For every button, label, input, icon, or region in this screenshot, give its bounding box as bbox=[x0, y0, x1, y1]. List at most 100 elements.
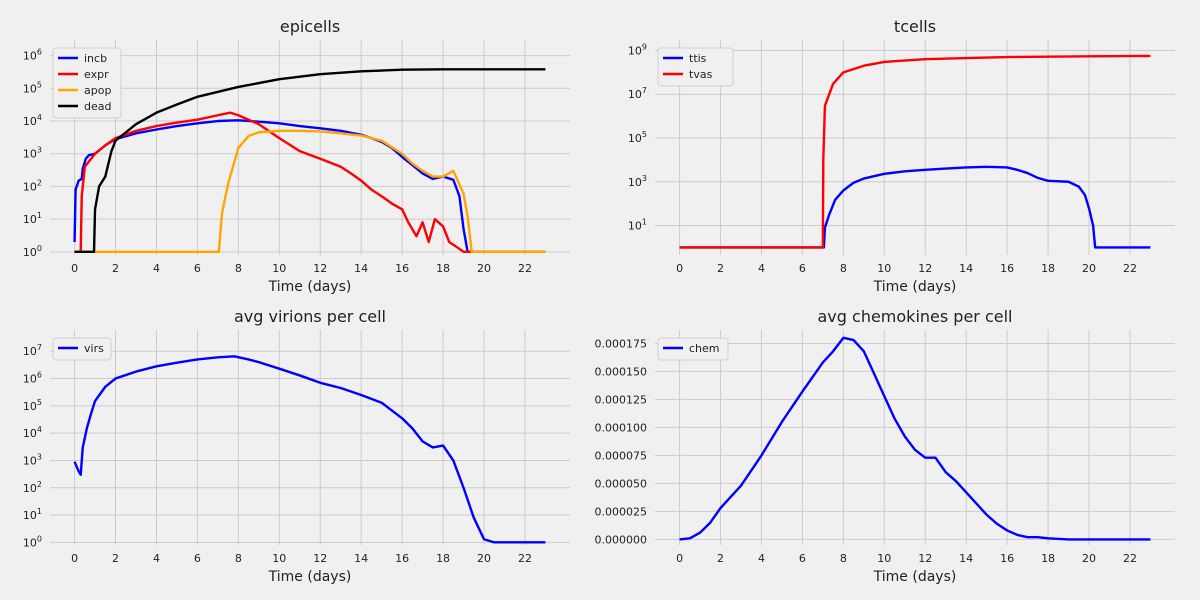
x-tick-label: 22 bbox=[1123, 262, 1137, 275]
chart-virions: 0 2 4 6 8 10 12 14 16 18 20 22 100 101 102 103 104 105 106… bbox=[23, 307, 570, 585]
series-line-dead bbox=[74, 68, 546, 254]
x-tick-label: 0 bbox=[676, 262, 683, 275]
series-line-virs bbox=[73, 355, 546, 544]
y-tick-label: 109 bbox=[628, 42, 647, 57]
y-tick-label: 0.000075 bbox=[595, 449, 648, 462]
y-tick-label: 107 bbox=[23, 343, 42, 358]
y-tick-label: 100 bbox=[23, 244, 42, 259]
x-tick-label: 8 bbox=[840, 552, 847, 565]
x-tick-label: 12 bbox=[918, 262, 932, 275]
x-tick-label: 10 bbox=[272, 262, 286, 275]
legend-label-apop: apop bbox=[84, 84, 111, 97]
legend-label-ttis: ttis bbox=[689, 52, 707, 65]
x-tick-label: 18 bbox=[436, 552, 450, 565]
x-tick-label: 20 bbox=[1082, 552, 1096, 565]
x-tick-label: 14 bbox=[354, 552, 368, 565]
x-axis-label: Time (days) bbox=[268, 569, 352, 585]
legend-label-expr: expr bbox=[84, 68, 109, 81]
x-tick-label: 16 bbox=[1000, 262, 1014, 275]
legend-label-tvas: tvas bbox=[689, 68, 713, 81]
y-tick-label: 0.000175 bbox=[595, 337, 648, 350]
series-line-apop bbox=[74, 129, 546, 254]
x-tick-label: 2 bbox=[717, 552, 724, 565]
chart-title: tcells bbox=[894, 17, 936, 36]
x-tick-label: 10 bbox=[877, 262, 891, 275]
x-tick-label: 4 bbox=[153, 552, 160, 565]
y-tick-label: 106 bbox=[23, 371, 42, 386]
y-tick-label: 0.000100 bbox=[595, 421, 648, 434]
y-tick-label: 106 bbox=[23, 48, 42, 63]
chart-epicells: 0 2 4 6 8 10 12 14 16 18 20 22 100 101 102 103 104 105 106… bbox=[23, 17, 570, 295]
chart-tcells: 0 2 4 6 8 10 12 14 16 18 20 22 101 103 105 107 109 tcells… bbox=[628, 17, 1175, 295]
y-tick-label: 101 bbox=[628, 218, 647, 233]
x-tick-label: 14 bbox=[959, 262, 973, 275]
x-tick-label: 2 bbox=[717, 262, 724, 275]
series-line-tvas bbox=[679, 54, 1151, 249]
x-tick-label: 4 bbox=[758, 262, 765, 275]
x-tick-label: 6 bbox=[799, 552, 806, 565]
y-tick-label: 0.000125 bbox=[595, 393, 648, 406]
x-tick-label: 18 bbox=[1041, 552, 1055, 565]
x-tick-label: 14 bbox=[354, 262, 368, 275]
x-tick-label: 10 bbox=[877, 552, 891, 565]
chart-title: avg virions per cell bbox=[234, 307, 386, 326]
y-tick-label: 0.000000 bbox=[595, 533, 648, 546]
x-tick-label: 12 bbox=[918, 552, 932, 565]
y-tick-label: 105 bbox=[628, 130, 647, 145]
y-tick-label: 0.000050 bbox=[595, 477, 648, 490]
x-tick-label: 10 bbox=[272, 552, 286, 565]
y-tick-label: 102 bbox=[23, 178, 42, 193]
y-tick-label: 103 bbox=[23, 146, 42, 161]
x-tick-label: 22 bbox=[1123, 552, 1137, 565]
x-tick-label: 4 bbox=[153, 262, 160, 275]
y-tick-label: 0.000025 bbox=[595, 505, 648, 518]
legend-label-chem: chem bbox=[689, 342, 720, 355]
x-tick-label: 6 bbox=[194, 552, 201, 565]
legend-label-incb: incb bbox=[84, 52, 107, 65]
y-tick-label: 0.000150 bbox=[595, 365, 648, 378]
x-tick-label: 2 bbox=[112, 262, 119, 275]
x-tick-label: 8 bbox=[235, 552, 242, 565]
y-tick-label: 101 bbox=[23, 211, 42, 226]
x-tick-label: 2 bbox=[112, 552, 119, 565]
x-tick-label: 6 bbox=[194, 262, 201, 275]
y-tick-label: 100 bbox=[23, 534, 42, 549]
series-line-chem bbox=[679, 336, 1151, 541]
x-axis-label: Time (days) bbox=[873, 279, 957, 295]
chart-title: avg chemokines per cell bbox=[818, 307, 1013, 326]
legend-label-dead: dead bbox=[84, 100, 111, 113]
y-tick-label: 104 bbox=[23, 113, 42, 128]
legend-label-virs: virs bbox=[84, 342, 104, 355]
series-line-incb bbox=[73, 119, 546, 254]
x-tick-label: 0 bbox=[71, 262, 78, 275]
x-tick-label: 16 bbox=[1000, 552, 1014, 565]
x-tick-label: 12 bbox=[313, 262, 327, 275]
x-tick-label: 6 bbox=[799, 262, 806, 275]
x-tick-label: 20 bbox=[477, 552, 491, 565]
x-tick-label: 12 bbox=[313, 552, 327, 565]
legend-box bbox=[657, 337, 729, 361]
x-tick-label: 16 bbox=[395, 552, 409, 565]
x-tick-label: 18 bbox=[436, 262, 450, 275]
y-tick-label: 105 bbox=[23, 398, 42, 413]
y-tick-label: 103 bbox=[628, 174, 647, 189]
chart-chemokines: 0 2 4 6 8 10 12 14 16 18 20 22 0.000000 0.000025 0.000… bbox=[595, 307, 1175, 585]
legend-box bbox=[52, 337, 112, 361]
x-tick-label: 20 bbox=[477, 262, 491, 275]
x-tick-label: 8 bbox=[840, 262, 847, 275]
x-tick-label: 0 bbox=[676, 552, 683, 565]
chart-title: epicells bbox=[280, 17, 340, 36]
y-tick-label: 107 bbox=[628, 86, 647, 101]
x-tick-label: 18 bbox=[1041, 262, 1055, 275]
x-tick-label: 0 bbox=[71, 552, 78, 565]
x-tick-label: 16 bbox=[395, 262, 409, 275]
legend-box bbox=[52, 47, 122, 119]
y-tick-label: 103 bbox=[23, 452, 42, 467]
series-line-ttis bbox=[679, 165, 1151, 249]
x-tick-label: 22 bbox=[518, 262, 532, 275]
x-tick-label: 22 bbox=[518, 552, 532, 565]
x-tick-label: 14 bbox=[959, 552, 973, 565]
y-tick-label: 105 bbox=[23, 80, 42, 95]
x-tick-label: 20 bbox=[1082, 262, 1096, 275]
